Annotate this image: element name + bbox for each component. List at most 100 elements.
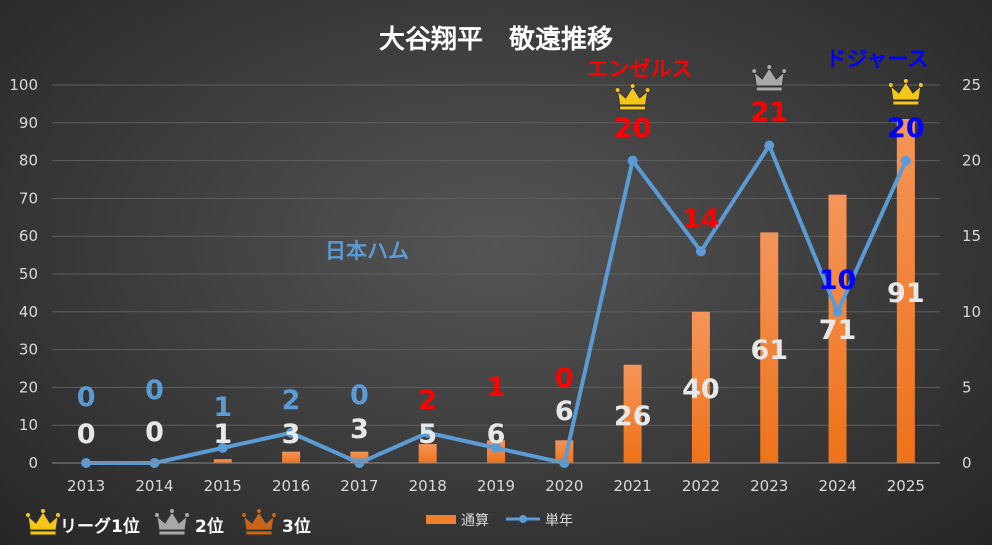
crown-jewel: [766, 64, 773, 70]
y-right-tick-label: 25: [962, 76, 981, 94]
y-left-tick-label: 60: [19, 227, 38, 245]
annual-data-label: 0: [350, 380, 369, 411]
y-right-tick-label: 0: [962, 454, 972, 472]
line-point: [764, 140, 775, 151]
bar: [896, 119, 915, 464]
crown-shape: [616, 86, 649, 106]
y-right-tick-label: 20: [962, 152, 981, 170]
annual-data-label: 20: [614, 113, 652, 144]
y-left-tick-label: 40: [19, 303, 38, 321]
x-tick-label: 2019: [477, 477, 515, 495]
team-annotation: ドジャース: [826, 47, 929, 71]
x-tick-label: 2021: [614, 477, 652, 495]
y-left-tick-label: 100: [9, 76, 38, 94]
cumulative-data-label: 26: [614, 401, 652, 432]
annual-data-label: 20: [887, 113, 925, 144]
crown-jewel: [918, 82, 924, 88]
crown-shape: [243, 511, 275, 531]
y-left-tick-label: 30: [19, 341, 38, 359]
crown-jewel: [256, 508, 262, 514]
y-left-tick-label: 0: [28, 454, 38, 472]
line-point: [695, 246, 706, 257]
x-tick-label: 2023: [750, 477, 788, 495]
x-tick-label: 2018: [409, 477, 447, 495]
line-point: [422, 427, 433, 438]
rank-crown-icon: [154, 508, 190, 536]
crown-jewel: [781, 68, 788, 74]
line-series: [81, 140, 911, 468]
cumulative-data-label: 6: [555, 396, 574, 427]
crown-base: [755, 86, 783, 92]
legend-swatch-bar: [426, 515, 456, 524]
annual-data-label: 1: [487, 372, 506, 403]
crown-jewel: [644, 87, 651, 93]
legend-swatch-marker: [519, 515, 527, 523]
annual-data-label: 10: [819, 265, 857, 296]
y-left-tick-label: 20: [19, 378, 38, 396]
bar-series: [213, 119, 915, 464]
crown-jewel: [40, 508, 46, 514]
annual-data-label: 0: [145, 375, 164, 406]
line-path: [86, 143, 908, 465]
x-tick-label: 2025: [887, 477, 925, 495]
bar: [760, 232, 779, 463]
cumulative-data-label: 61: [750, 335, 788, 366]
crown-jewel: [629, 83, 636, 89]
bar: [350, 451, 369, 463]
line-point: [627, 155, 638, 166]
crown-shape: [27, 511, 59, 531]
annual-data-label: 0: [77, 382, 96, 413]
crown-icons: [614, 64, 924, 111]
rank-label: リーグ1位: [60, 516, 140, 537]
rank-label: 3位: [282, 516, 311, 537]
crown-icon: [751, 64, 788, 92]
crown-jewel: [25, 512, 31, 518]
cumulative-data-label: 0: [77, 419, 96, 450]
x-tick-label: 2013: [67, 477, 105, 495]
cumulative-data-label: 0: [145, 417, 164, 448]
bar: [691, 311, 710, 463]
annual-data-label: 1: [213, 392, 232, 423]
y-left-tick-label: 50: [19, 265, 38, 283]
line-point: [491, 442, 501, 453]
team-annotation: エンゼルス: [588, 57, 693, 81]
crown-shape: [753, 67, 785, 87]
crown-jewel: [888, 82, 894, 88]
line-point: [900, 155, 911, 166]
crown-icon: [888, 78, 924, 106]
cumulative-data-label: 1: [213, 419, 232, 450]
cumulative-data-label: 6: [487, 419, 506, 450]
cumulative-data-label: 5: [418, 419, 437, 450]
crown-base: [892, 100, 920, 106]
bar: [623, 364, 642, 463]
y-left-tick-label: 10: [19, 416, 38, 434]
x-tick-label: 2017: [340, 477, 378, 495]
annual-data-label: 2: [282, 385, 301, 416]
crown-jewel: [751, 68, 758, 74]
y-right-tick-label: 5: [962, 378, 972, 396]
x-tick-label: 2014: [135, 477, 173, 495]
crown-base: [29, 530, 57, 536]
y-right-tick-label: 15: [962, 227, 981, 245]
x-tick-label: 2020: [545, 477, 583, 495]
rank-crown-icon: [241, 508, 277, 536]
crown-base: [245, 530, 273, 536]
crown-jewel: [614, 87, 621, 93]
annual-data-label: 0: [555, 363, 574, 394]
bar: [213, 459, 232, 463]
crown-shape: [156, 511, 188, 531]
crown-jewel: [271, 512, 277, 518]
y-left-tick-label: 70: [19, 189, 38, 207]
crown-base: [158, 530, 186, 536]
x-tick-label: 2024: [818, 477, 856, 495]
crown-icon: [614, 83, 651, 111]
y-right-tick-label: 10: [962, 303, 981, 321]
rank-label: 2位: [195, 516, 224, 537]
cumulative-data-label: 3: [350, 414, 369, 445]
cumulative-data-label: 3: [282, 419, 301, 450]
crown-base: [619, 105, 647, 111]
bar: [828, 194, 847, 463]
crown-jewel: [184, 512, 190, 518]
